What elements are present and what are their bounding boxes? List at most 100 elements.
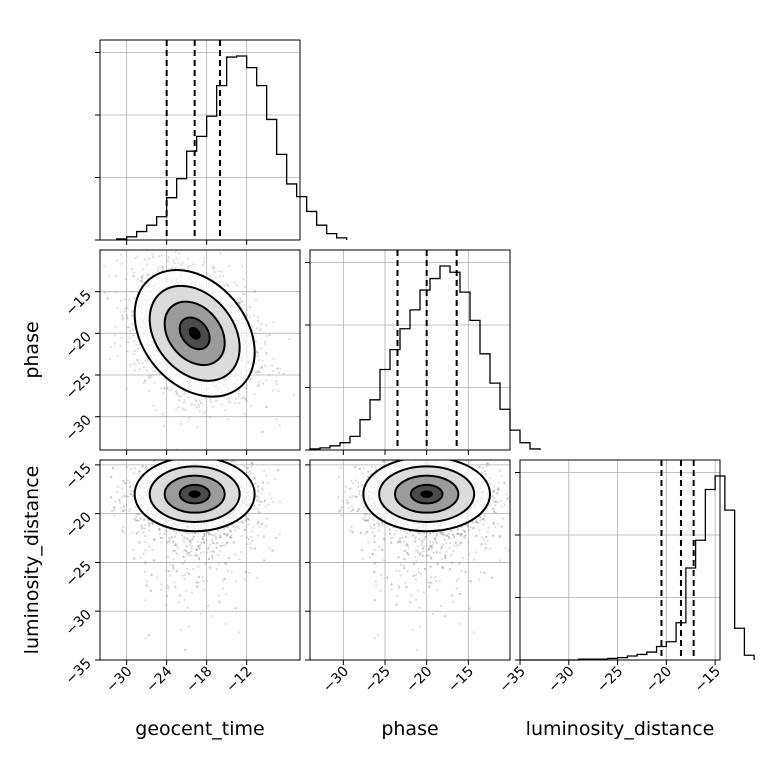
sample-point (256, 495, 259, 498)
sample-point (256, 485, 260, 488)
sample-point (117, 485, 120, 488)
sample-point (246, 466, 249, 470)
sample-point (241, 293, 244, 296)
sample-point (237, 395, 240, 398)
sample-point (159, 536, 162, 540)
sample-point (181, 261, 184, 264)
sample-point (243, 397, 247, 401)
sample-point (250, 462, 253, 465)
sample-point (259, 511, 262, 514)
sample-point (130, 314, 133, 317)
sample-point (114, 334, 117, 337)
sample-point (178, 399, 181, 402)
sample-point (246, 517, 250, 521)
sample-point (133, 557, 136, 560)
sample-point (240, 299, 243, 303)
sample-point (134, 256, 137, 260)
sample-point (167, 256, 170, 259)
sample-point (129, 364, 132, 367)
sample-point (192, 535, 196, 538)
sample-point (115, 274, 118, 277)
histogram-step (116, 55, 348, 240)
sample-point (275, 418, 278, 421)
sample-point (103, 265, 106, 268)
sample-point (179, 594, 182, 597)
sample-point (191, 538, 194, 541)
sample-point (208, 416, 211, 419)
sample-point (103, 291, 106, 295)
sample-point (187, 451, 189, 453)
sample-point (248, 571, 251, 574)
sample-point (215, 546, 218, 549)
sample-point (137, 530, 140, 534)
sample-point (222, 579, 225, 582)
sample-point (147, 375, 150, 378)
sample-point (195, 554, 198, 557)
sample-point (237, 301, 240, 305)
sample-point (181, 246, 183, 248)
sample-point (226, 533, 229, 537)
sample-point (261, 487, 264, 490)
sample-point (135, 343, 138, 346)
sample-point (153, 538, 156, 541)
sample-point (206, 532, 209, 535)
sample-point (162, 267, 165, 270)
sample-point (226, 452, 228, 454)
histogram-geocent-time (95, 39, 348, 245)
sample-point (187, 416, 191, 419)
sample-point (130, 290, 133, 293)
sample-point (145, 369, 149, 372)
sample-point (219, 536, 222, 539)
sample-point (145, 584, 148, 587)
sample-point (267, 481, 270, 484)
sample-point (165, 603, 168, 606)
sample-point (147, 634, 150, 637)
sample-point (183, 535, 186, 539)
sample-point (190, 550, 193, 553)
sample-point (256, 534, 259, 537)
sample-point (160, 583, 163, 586)
sample-point (243, 465, 246, 468)
sample-point (165, 529, 168, 532)
sample-point (138, 470, 141, 473)
sample-point (209, 275, 212, 278)
sample-point (278, 500, 282, 504)
y-tick-label: −20 (63, 329, 95, 361)
sample-point (126, 349, 129, 352)
sample-point (132, 517, 136, 520)
sample-point (264, 505, 267, 508)
sample-point (137, 512, 140, 516)
sample-point (259, 327, 262, 330)
sample-point (222, 532, 225, 535)
sample-point (121, 496, 124, 499)
sample-point (254, 299, 258, 302)
sample-point (143, 570, 147, 573)
sample-point (106, 297, 109, 300)
sample-point (264, 379, 268, 382)
sample-point (185, 589, 188, 592)
sample-point (250, 378, 253, 381)
sample-point (258, 500, 261, 503)
sample-point (197, 575, 201, 578)
sample-point (174, 544, 177, 547)
sample-point (179, 447, 181, 449)
sample-point (224, 562, 228, 565)
sample-point (128, 298, 131, 301)
sample-point (203, 551, 206, 554)
sample-point (174, 544, 177, 547)
sample-point (190, 547, 193, 550)
sample-point (134, 206, 136, 208)
sample-point (226, 284, 230, 288)
sample-point (175, 551, 178, 555)
sample-point (145, 263, 149, 266)
sample-point (145, 580, 148, 583)
sample-point (260, 523, 264, 526)
sample-point (125, 495, 128, 498)
sample-point (199, 543, 202, 546)
sample-point (263, 534, 266, 538)
sample-point (260, 365, 264, 368)
sample-point (245, 517, 248, 520)
sample-point (144, 359, 147, 362)
sample-point (203, 541, 206, 544)
sample-point (224, 409, 227, 412)
